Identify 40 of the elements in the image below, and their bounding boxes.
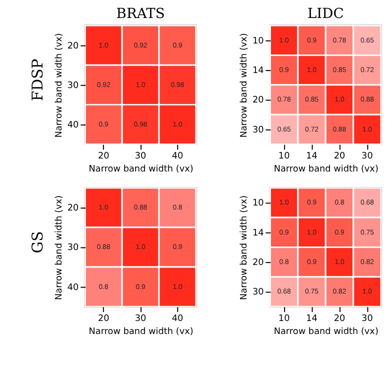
x-tick-label: 20 [334,314,346,324]
x-tick-label: 30 [362,152,374,162]
y-tick-label: 20 [252,96,264,106]
y-axis-title: Narrow band width (vx) [54,195,64,300]
y-tick-label: 10 [252,36,264,46]
x-tick-label: 30 [134,314,147,324]
x-axis-title: Narrow band width (vx) [88,326,194,337]
y-axis-title: Narrow band width (vx) [240,33,250,138]
y-tick-label: 20 [67,204,80,214]
x-tick-label: 40 [172,152,184,162]
text: GS [30,231,47,254]
y-tick-label: 30 [67,243,80,254]
x-tick-label: 40 [172,314,184,324]
y-tick-label: 14 [252,228,264,238]
x-tick-label: 10 [278,152,290,162]
x-tick-label: 20 [334,152,346,162]
y-tick-label: 40 [67,282,80,293]
chart-title: BRATS [116,6,165,22]
x-tick-label: 14 [306,152,318,162]
y-tick-label: 20 [252,258,264,268]
chart-title: LIDC [307,6,344,22]
x-axis-title: Narrow band width (vx) [88,164,194,174]
x-tick-label: 30 [134,152,147,162]
text: FDSP [30,58,47,102]
y-axis-title: Narrow band width (vx) [54,33,64,138]
x-tick-label: 14 [306,314,318,324]
y-tick-label: 14 [252,66,264,76]
y-tick-label: 20 [67,41,80,52]
y-tick-label: 40 [67,120,80,130]
y-axis-title: Narrow band width (vx) [240,195,250,300]
x-tick-label: 20 [98,314,110,324]
x-axis-title: Narrow band width (vx) [274,164,378,174]
x-tick-label: 30 [362,314,374,324]
x-axis-title: Narrow band width (vx) [274,326,378,337]
x-tick-label: 10 [278,314,290,324]
y-tick-label: 10 [252,198,264,209]
y-tick-label: 30 [252,125,264,136]
y-tick-label: 30 [67,80,80,91]
x-tick-label: 20 [98,152,110,162]
y-tick-label: 30 [252,288,264,298]
